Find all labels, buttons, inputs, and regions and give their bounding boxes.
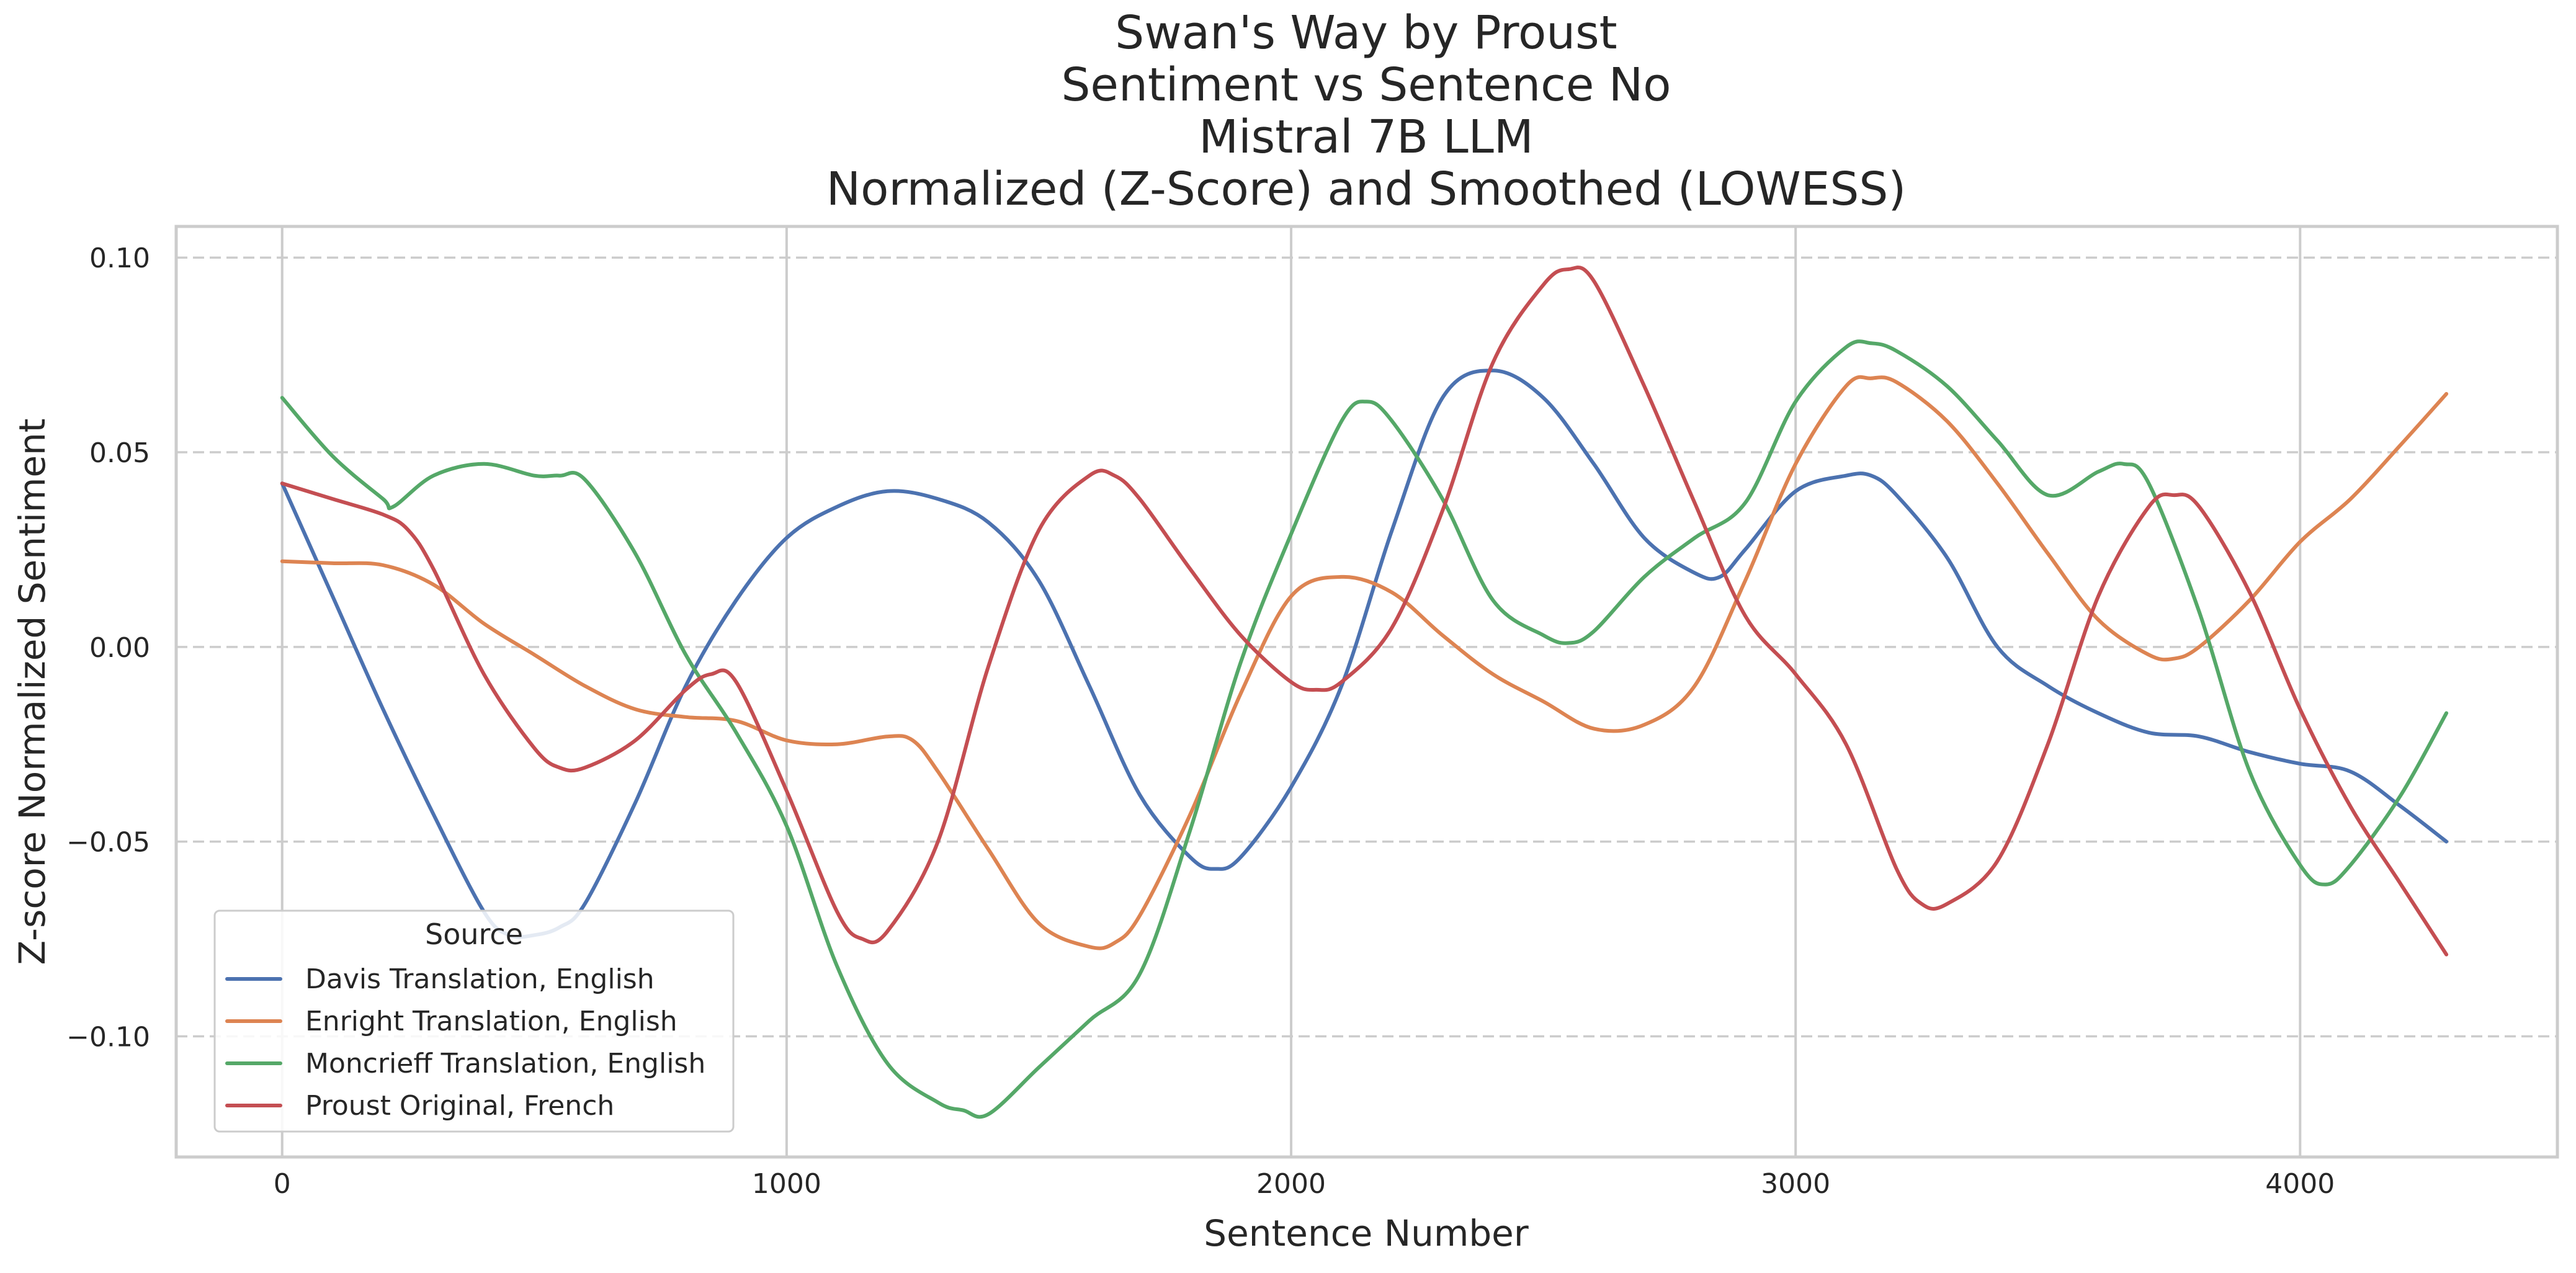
- legend-item: Proust Original, French: [225, 1090, 614, 1122]
- x-tick-label: 2000: [1256, 1168, 1326, 1200]
- series-line-1: [280, 368, 2449, 939]
- legend-title: Source: [425, 918, 523, 951]
- title-line-4: Normalized (Z-Score) and Smoothed (LOWES…: [826, 163, 1907, 216]
- x-tick-label: 4000: [2265, 1168, 2335, 1200]
- y-tick-label: 0.00: [89, 632, 150, 664]
- plot-frame: [174, 225, 2559, 1159]
- legend-items: Davis Translation, English Enright Transl…: [225, 963, 705, 1122]
- series-layer: [280, 266, 2449, 1119]
- x-tick-label: 1000: [752, 1168, 821, 1200]
- legend: Source Davis Translation, English Enright…: [213, 909, 735, 1133]
- y-axis-label: Z-score Normalized Sentiment: [11, 418, 53, 965]
- legend-label: Moncrieff Translation, English: [305, 1048, 705, 1079]
- legend-label: Enright Translation, English: [305, 1006, 678, 1037]
- series-line-2: [280, 375, 2449, 950]
- legend-box: [213, 909, 735, 1133]
- legend-label: Davis Translation, English: [305, 963, 655, 995]
- y-tick-label: −0.05: [66, 827, 150, 859]
- series-line-4: [280, 266, 2449, 957]
- title-line-2: Sentiment vs Sentence No: [1061, 58, 1671, 112]
- legend-label: Proust Original, French: [305, 1090, 614, 1122]
- chart-title: Swan's Way by Proust Sentiment vs Senten…: [826, 6, 1907, 216]
- x-tick-label: 3000: [1761, 1168, 1830, 1200]
- y-tick-label: 0.10: [89, 243, 150, 274]
- title-line-1: Swan's Way by Proust: [1115, 6, 1617, 60]
- title-line-3: Mistral 7B LLM: [1199, 110, 1534, 164]
- legend-item: Davis Translation, English: [225, 963, 655, 995]
- legend-item: Enright Translation, English: [225, 1006, 678, 1037]
- y-tick-label: 0.05: [89, 437, 150, 469]
- ticks-layer: 0 1000 2000 3000 4000 0.10 0.05 0.00 −0.05 −0.10: [66, 243, 2335, 1200]
- grid-layer: [176, 226, 2557, 1157]
- legend-item: Moncrieff Translation, English: [225, 1048, 705, 1079]
- series-line-3: [280, 339, 2449, 1119]
- x-axis-label: Sentence Number: [1204, 1212, 1529, 1254]
- y-tick-label: −0.10: [66, 1021, 150, 1053]
- x-tick-label: 0: [274, 1168, 291, 1200]
